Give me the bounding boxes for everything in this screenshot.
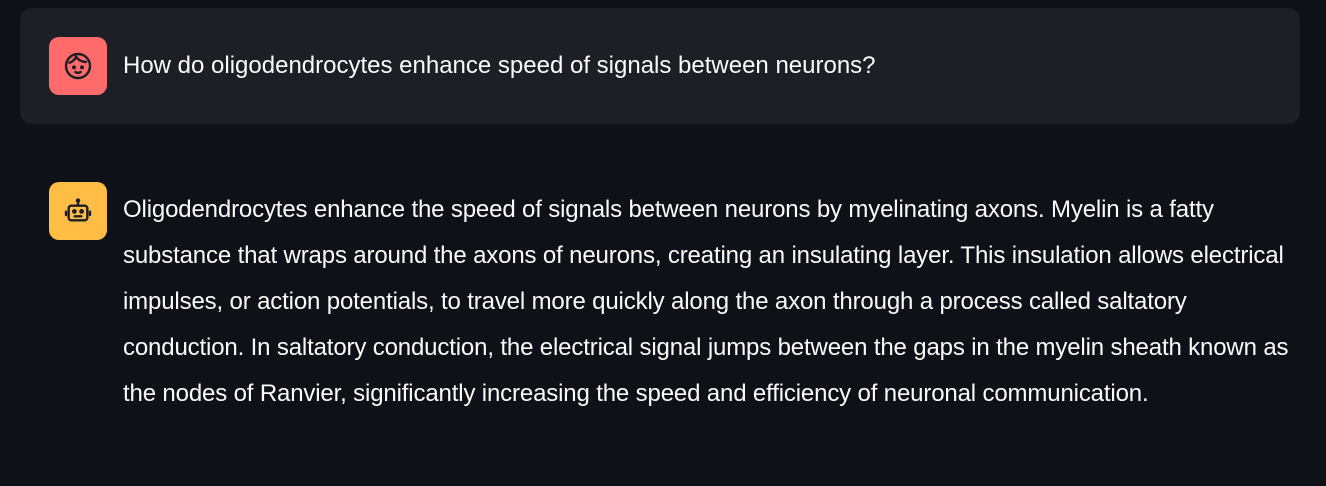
user-avatar [49,37,107,95]
assistant-avatar [49,182,107,240]
assistant-message: Oligodendrocytes enhance the speed of si… [20,182,1300,417]
robot-icon [64,198,92,222]
assistant-message-text: Oligodendrocytes enhance the speed of si… [123,196,1289,407]
user-face-icon [64,52,92,80]
user-message-text: How do oligodendrocytes enhance speed of… [123,52,876,79]
user-message: How do oligodendrocytes enhance speed of… [20,8,1300,124]
